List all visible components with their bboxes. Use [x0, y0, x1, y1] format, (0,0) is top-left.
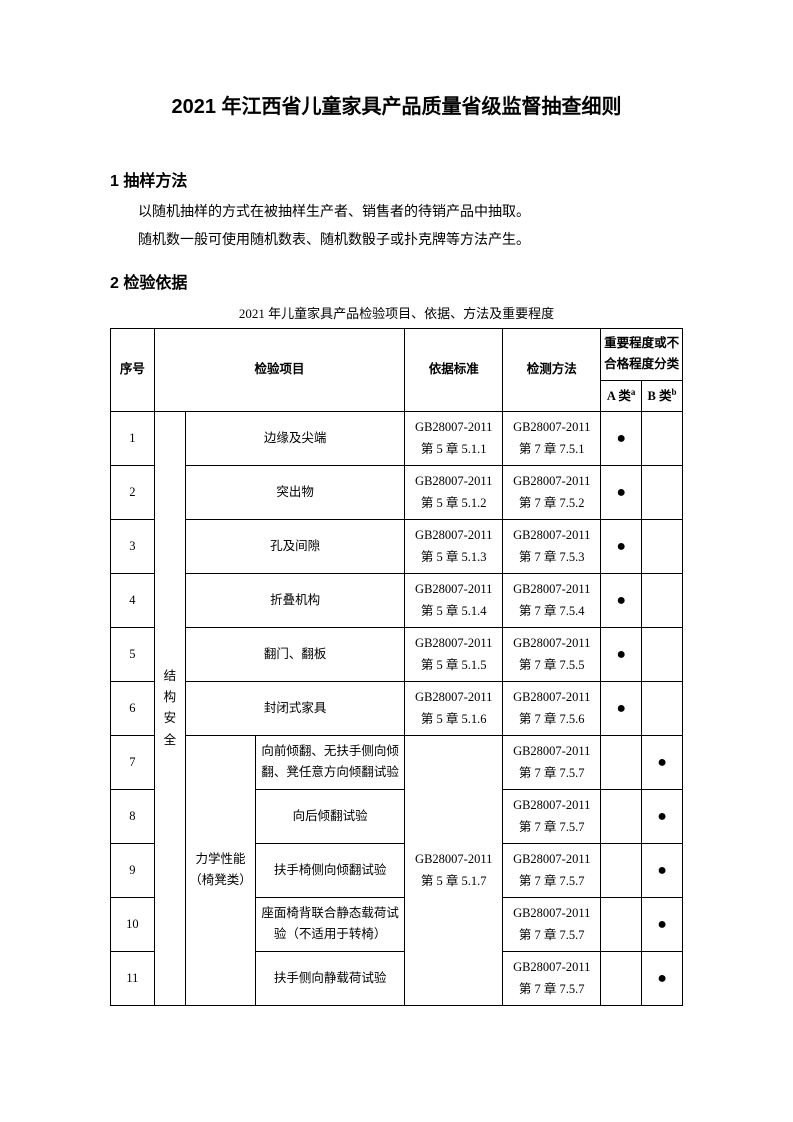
table-row: 7 力学性能（椅凳类） 向前倾翻、无扶手侧向倾翻、凳任意方向倾翻试验 GB280… — [111, 735, 683, 789]
cell-seq: 7 — [111, 735, 155, 789]
th-seq: 序号 — [111, 329, 155, 412]
cell-a — [601, 843, 642, 897]
cell-std: GB28007-2011第 5 章 5.1.6 — [405, 681, 503, 735]
cell-seq: 9 — [111, 843, 155, 897]
cell-method: GB28007-2011第 7 章 7.5.5 — [503, 627, 601, 681]
cell-method: GB28007-2011第 7 章 7.5.7 — [503, 897, 601, 951]
cell-item: 扶手侧向静载荷试验 — [256, 951, 405, 1005]
table-row: 2 突出物 GB28007-2011第 5 章 5.1.2 GB28007-20… — [111, 465, 683, 519]
cell-seq: 3 — [111, 519, 155, 573]
cell-item: 向后倾翻试验 — [256, 789, 405, 843]
cell-b — [642, 627, 683, 681]
section1-heading: 1 抽样方法 — [110, 167, 683, 191]
cell-a: ● — [601, 681, 642, 735]
table-row: 1 结构安全 边缘及尖端 GB28007-2011第 5 章 5.1.1 GB2… — [111, 411, 683, 465]
cell-std-shared: GB28007-2011第 5 章 5.1.7 — [405, 735, 503, 1005]
cell-seq: 2 — [111, 465, 155, 519]
cell-item: 向前倾翻、无扶手侧向倾翻、凳任意方向倾翻试验 — [256, 735, 405, 789]
cell-std: GB28007-2011第 5 章 5.1.5 — [405, 627, 503, 681]
cell-method: GB28007-2011第 7 章 7.5.6 — [503, 681, 601, 735]
cell-method: GB28007-2011第 7 章 7.5.7 — [503, 951, 601, 1005]
cell-method: GB28007-2011第 7 章 7.5.3 — [503, 519, 601, 573]
cell-a — [601, 897, 642, 951]
cell-a: ● — [601, 465, 642, 519]
cell-b: ● — [642, 735, 683, 789]
cell-a: ● — [601, 411, 642, 465]
cell-b — [642, 411, 683, 465]
cell-method: GB28007-2011第 7 章 7.5.7 — [503, 735, 601, 789]
th-standard: 依据标准 — [405, 329, 503, 412]
cell-method: GB28007-2011第 7 章 7.5.2 — [503, 465, 601, 519]
cell-seq: 1 — [111, 411, 155, 465]
th-grade: 重要程度或不合格程度分类 — [601, 329, 683, 381]
cell-seq: 10 — [111, 897, 155, 951]
page-title: 2021 年江西省儿童家具产品质量省级监督抽查细则 — [110, 90, 683, 119]
section1-p1: 以随机抽样的方式在被抽样生产者、销售者的待销产品中抽取。 — [110, 199, 683, 227]
cell-item: 封闭式家具 — [186, 681, 405, 735]
table-row: 4 折叠机构 GB28007-2011第 5 章 5.1.4 GB28007-2… — [111, 573, 683, 627]
cell-category: 结构安全 — [154, 411, 185, 1005]
cell-b: ● — [642, 789, 683, 843]
cell-std: GB28007-2011第 5 章 5.1.3 — [405, 519, 503, 573]
th-method: 检测方法 — [503, 329, 601, 412]
cell-std: GB28007-2011第 5 章 5.1.2 — [405, 465, 503, 519]
th-a: A 类a — [601, 380, 642, 411]
cell-method: GB28007-2011第 7 章 7.5.4 — [503, 573, 601, 627]
section2-heading: 2 检验依据 — [110, 269, 683, 293]
cell-method: GB28007-2011第 7 章 7.5.7 — [503, 789, 601, 843]
cell-method: GB28007-2011第 7 章 7.5.7 — [503, 843, 601, 897]
cell-a: ● — [601, 519, 642, 573]
cell-b — [642, 519, 683, 573]
cell-a: ● — [601, 573, 642, 627]
cell-item: 座面椅背联合静态载荷试验（不适用于转椅） — [256, 897, 405, 951]
cell-subcategory: 力学性能（椅凳类） — [186, 735, 256, 1005]
table-caption: 2021 年儿童家具产品检验项目、依据、方法及重要程度 — [110, 303, 683, 322]
cell-method: GB28007-2011第 7 章 7.5.1 — [503, 411, 601, 465]
th-b: B 类b — [642, 380, 683, 411]
cell-b: ● — [642, 897, 683, 951]
cell-seq: 8 — [111, 789, 155, 843]
cell-seq: 11 — [111, 951, 155, 1005]
header-row-1: 序号 检验项目 依据标准 检测方法 重要程度或不合格程度分类 — [111, 329, 683, 381]
section1-p2: 随机数一般可使用随机数表、随机数骰子或扑克牌等方法产生。 — [110, 227, 683, 255]
cell-std: GB28007-2011第 5 章 5.1.1 — [405, 411, 503, 465]
table-row: 3 孔及间隙 GB28007-2011第 5 章 5.1.3 GB28007-2… — [111, 519, 683, 573]
cell-a — [601, 735, 642, 789]
table-row: 5 翻门、翻板 GB28007-2011第 5 章 5.1.5 GB28007-… — [111, 627, 683, 681]
cell-b — [642, 573, 683, 627]
table-row: 6 封闭式家具 GB28007-2011第 5 章 5.1.6 GB28007-… — [111, 681, 683, 735]
cell-item: 折叠机构 — [186, 573, 405, 627]
cell-item: 孔及间隙 — [186, 519, 405, 573]
cell-seq: 5 — [111, 627, 155, 681]
cell-b: ● — [642, 951, 683, 1005]
cell-item: 扶手椅侧向倾翻试验 — [256, 843, 405, 897]
cell-b — [642, 681, 683, 735]
th-item: 检验项目 — [154, 329, 405, 412]
cell-item: 边缘及尖端 — [186, 411, 405, 465]
cell-item: 翻门、翻板 — [186, 627, 405, 681]
cell-a — [601, 789, 642, 843]
cell-item: 突出物 — [186, 465, 405, 519]
cell-a — [601, 951, 642, 1005]
cell-seq: 6 — [111, 681, 155, 735]
cell-seq: 4 — [111, 573, 155, 627]
inspection-table: 序号 检验项目 依据标准 检测方法 重要程度或不合格程度分类 A 类a B 类b… — [110, 328, 683, 1006]
cell-a: ● — [601, 627, 642, 681]
cell-b: ● — [642, 843, 683, 897]
cell-b — [642, 465, 683, 519]
cell-std: GB28007-2011第 5 章 5.1.4 — [405, 573, 503, 627]
